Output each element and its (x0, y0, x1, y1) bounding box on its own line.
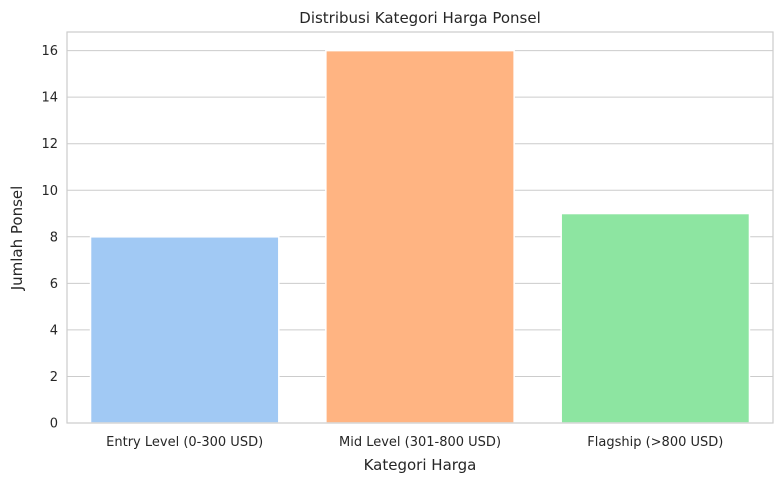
y-tick-label: 16 (41, 44, 58, 59)
bar (89, 236, 280, 424)
y-tick-label: 4 (50, 323, 58, 338)
y-tick-label: 2 (50, 370, 58, 385)
y-tick-label: 10 (41, 184, 58, 199)
x-tick-label: Flagship (>800 USD) (587, 435, 723, 450)
plot-frame (66, 31, 774, 424)
chart-title: Distribusi Kategori Harga Ponsel (299, 9, 540, 27)
y-tick-label: 14 (41, 91, 58, 106)
y-tick-label: 6 (50, 277, 58, 292)
y-tick-label: 8 (50, 230, 58, 245)
x-tick-label: Entry Level (0-300 USD) (106, 435, 263, 450)
x-tick-label: Mid Level (301-800 USD) (339, 435, 501, 450)
y-axis-label: Jumlah Ponsel (8, 186, 26, 292)
y-tick-label: 0 (50, 417, 58, 432)
y-tick-labels: 0 2 4 6 8 10 12 14 16 (41, 44, 58, 431)
x-tick-labels: Entry Level (0-300 USD) Mid Level (301-80… (106, 435, 723, 450)
x-axis-label: Kategori Harga (364, 456, 477, 474)
bar (325, 49, 515, 424)
y-tick-label: 12 (41, 137, 58, 152)
bars (89, 49, 751, 424)
bar (560, 212, 751, 424)
